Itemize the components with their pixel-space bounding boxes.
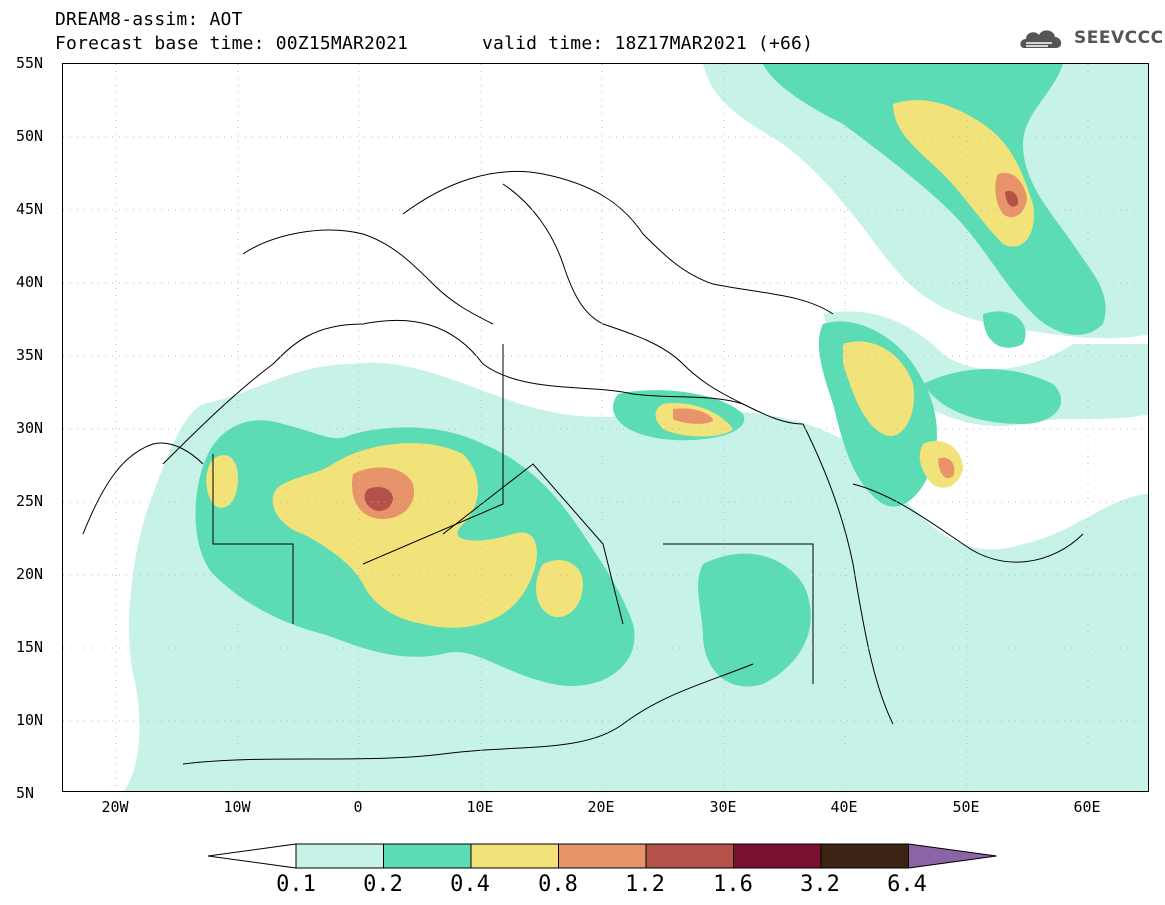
lat-label: 25N [16, 492, 44, 510]
cloud-icon [1020, 30, 1062, 48]
colorbar-segment [295, 843, 384, 869]
lat-label: 45N [16, 200, 44, 218]
colorbar-segment [558, 843, 647, 869]
lon-label: 10E [466, 798, 494, 816]
lon-label: 60E [1073, 798, 1101, 816]
aot-band-1.2 [364, 190, 1019, 511]
lat-label: 15N [16, 638, 44, 656]
colorbar-label: 0.2 [363, 872, 403, 897]
colorbar-label: 0.1 [276, 872, 316, 897]
colorbar-label: 6.4 [887, 872, 927, 897]
colorbar-arrow-high [908, 843, 997, 869]
lon-label: 20E [587, 798, 615, 816]
lon-label: 10W [223, 798, 251, 816]
lat-label: 30N [16, 419, 44, 437]
lon-label: 20W [101, 798, 129, 816]
lat-label: 20N [16, 565, 44, 583]
logo-text: SEEVCCC [1074, 28, 1164, 48]
lon-label: 50E [952, 798, 980, 816]
lat-label: 50N [16, 127, 44, 145]
colorbar-segment [733, 843, 822, 869]
lon-label: 30E [709, 798, 737, 816]
lat-label: 40N [16, 273, 44, 291]
valid-time: valid time: 18Z17MAR2021 (+66) [482, 33, 814, 54]
colorbar-segment [383, 843, 472, 869]
aot-map [63, 64, 1148, 791]
colorbar-label: 0.8 [538, 872, 578, 897]
colorbar-label: 3.2 [800, 872, 840, 897]
product-title: DREAM8-assim: AOT [55, 9, 243, 30]
colorbar-label: 1.2 [625, 872, 665, 897]
forecast-base-time: Forecast base time: 00Z15MAR2021 [55, 33, 409, 54]
lat-label: 5N [16, 784, 35, 802]
colorbar-label: 0.4 [450, 872, 490, 897]
lat-label: 10N [16, 711, 44, 729]
colorbar-arrow-low [207, 843, 297, 869]
colorbar-segment [645, 843, 734, 869]
colorbar [207, 843, 997, 869]
lat-label: 55N [16, 54, 44, 72]
lat-label: 35N [16, 346, 44, 364]
aot-band-0.4 [206, 100, 1034, 628]
colorbar-segment [470, 843, 559, 869]
lon-label: 0 [353, 798, 363, 816]
colorbar-segment [820, 843, 909, 869]
colorbar-label: 1.6 [713, 872, 753, 897]
lon-label: 40E [830, 798, 858, 816]
map-panel [62, 63, 1149, 792]
